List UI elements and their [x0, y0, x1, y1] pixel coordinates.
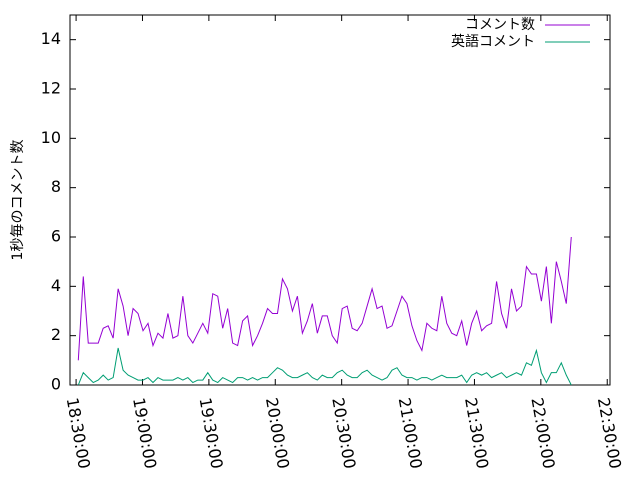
x-tick-label: 18:30:00 — [63, 396, 94, 470]
x-tick-label: 19:00:00 — [129, 396, 160, 470]
x-tick-label: 19:30:00 — [196, 396, 227, 470]
x-tick-label: 20:00:00 — [262, 396, 293, 470]
y-tick-label: 0 — [51, 375, 61, 394]
y-tick-label: 14 — [41, 29, 61, 48]
plot-border — [69, 14, 611, 386]
legend-label: コメント数 — [465, 17, 535, 33]
y-tick-label: 8 — [51, 177, 61, 196]
series-line — [77, 236, 572, 361]
y-tick-label: 12 — [41, 79, 61, 98]
y-tick-label: 10 — [41, 128, 61, 147]
legend-label: 英語コメント — [451, 33, 535, 50]
y-axis-label: 1秒毎のコメント数 — [10, 140, 26, 261]
y-tick-label: 4 — [51, 276, 61, 295]
x-tick-label: 21:00:00 — [395, 396, 426, 470]
x-tick-label: 20:30:00 — [328, 396, 359, 470]
x-tick-label: 22:30:00 — [594, 396, 625, 470]
series-line — [77, 347, 572, 386]
x-tick-label: 22:00:00 — [527, 396, 558, 470]
y-tick-label: 6 — [51, 227, 61, 246]
y-tick-label: 2 — [51, 325, 61, 344]
x-tick-label: 21:30:00 — [461, 396, 492, 470]
